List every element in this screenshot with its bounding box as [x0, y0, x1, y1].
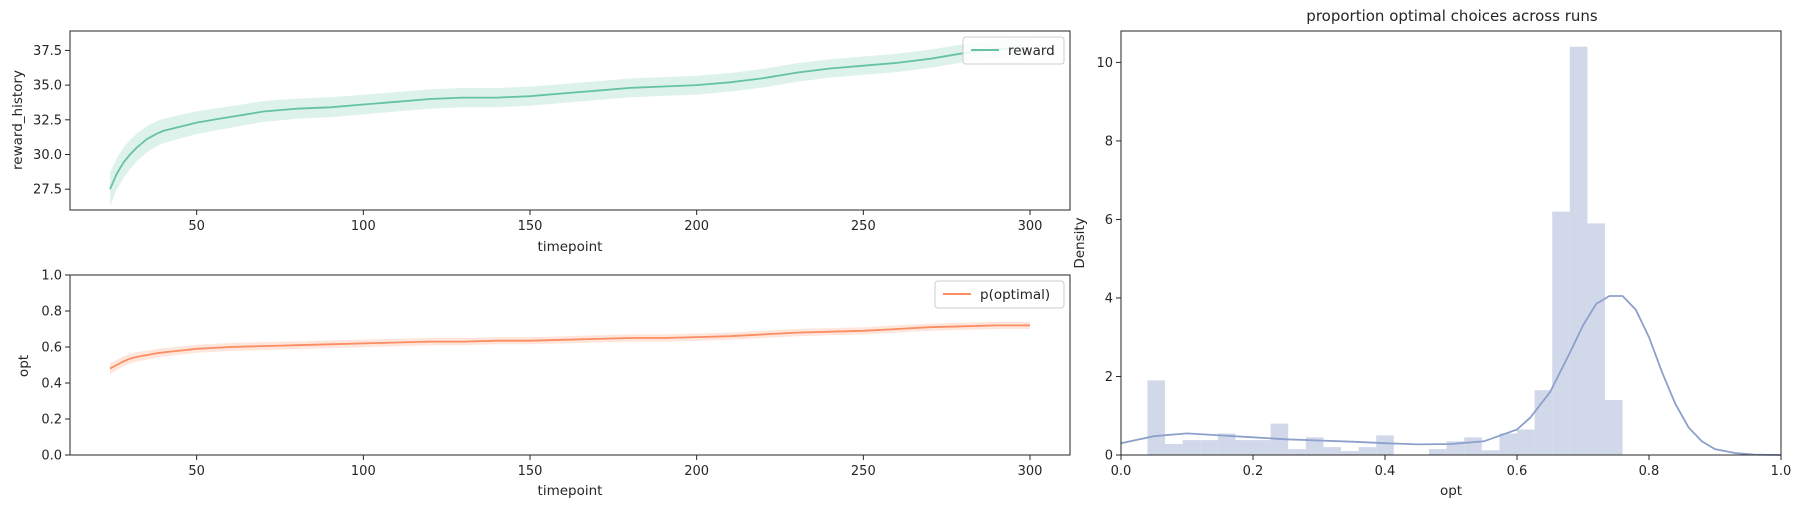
optimal-choices-histogram: proportion optimal choices across runs 0…	[1072, 7, 1791, 499]
histogram-y-tick-label: 2	[1105, 370, 1113, 385]
reward-x-ticks: 50 100 150 200 250 300	[188, 210, 1042, 234]
histogram-bar	[1341, 451, 1359, 455]
histogram-bar	[1605, 400, 1623, 455]
reward-axes-frame	[69, 30, 1071, 211]
histogram-bar	[1464, 437, 1482, 455]
opt-y-tick-label: 0.6	[41, 341, 62, 356]
kde-curve	[1120, 295, 1782, 456]
histogram-bar	[1517, 429, 1535, 455]
histogram-bar	[1376, 435, 1394, 455]
opt-series-line	[109, 324, 1030, 370]
opt-x-tick-label: 50	[188, 464, 205, 479]
opt-legend-label: p(optimal)	[980, 287, 1050, 303]
reward-x-tick-label: 300	[1018, 219, 1043, 234]
reward-x-tick-label: 200	[684, 219, 709, 234]
histogram-bar	[1358, 447, 1377, 455]
reward-y-tick-label: 27.5	[33, 183, 62, 198]
histogram-bar	[1288, 449, 1306, 455]
histogram-bar	[1305, 437, 1324, 455]
reward-y-ticks: 27.5 30.0 32.5 35.0 37.5	[33, 44, 70, 198]
opt-x-axis-label: timepoint	[538, 483, 603, 499]
opt-x-tick-label: 200	[684, 464, 709, 479]
histogram-bar	[1165, 444, 1183, 455]
reward-y-tick-label: 30.0	[33, 148, 62, 163]
reward-y-tick-label: 37.5	[33, 44, 62, 59]
histogram-y-tick-label: 6	[1105, 213, 1113, 228]
reward-history-plot: 50 100 150 200 250 300 27.5 30.0 32.5 35.0 37.5 t…	[10, 30, 1071, 255]
histogram-y-tick-label: 10	[1096, 56, 1113, 71]
histogram-bar	[1235, 440, 1253, 455]
opt-x-ticks: 50 100 150 200 250 300	[188, 455, 1042, 479]
reward-y-tick-label: 35.0	[33, 79, 62, 94]
opt-confidence-band	[110, 321, 1030, 374]
histogram-bar	[1323, 447, 1341, 455]
histogram-x-ticks: 0.0 0.2 0.4 0.6 0.8 1.0	[1111, 455, 1792, 479]
reward-y-axis-label: reward_history	[10, 70, 26, 170]
histogram-bar	[1429, 449, 1447, 455]
histogram-bar	[1253, 440, 1271, 455]
opt-plot-area	[109, 321, 1030, 374]
histogram-x-tick-label: 1.0	[1771, 464, 1792, 479]
histogram-y-tick-label: 4	[1105, 291, 1113, 306]
histogram-x-tick-label: 0.0	[1111, 464, 1132, 479]
opt-x-tick-label: 150	[518, 464, 543, 479]
opt-y-tick-label: 1.0	[41, 269, 62, 284]
opt-y-tick-label: 0.0	[41, 449, 62, 464]
reward-x-tick-label: 50	[188, 219, 205, 234]
reward-legend: reward	[962, 36, 1065, 65]
histogram-title: proportion optimal choices across runs	[1306, 7, 1598, 25]
reward-x-tick-label: 150	[518, 219, 543, 234]
opt-x-tick-label: 300	[1018, 464, 1043, 479]
optimal-proportion-plot: 50 100 150 200 250 300 0.0 0.2 0.4 0.6 0.8 1.0 tim…	[16, 269, 1071, 499]
reward-x-tick-label: 100	[351, 219, 376, 234]
histogram-y-tick-label: 8	[1105, 134, 1113, 149]
reward-series-line	[109, 46, 1031, 190]
reward-legend-label: reward	[1008, 43, 1055, 59]
opt-x-tick-label: 250	[851, 464, 876, 479]
reward-legend-box	[962, 36, 1065, 65]
histogram-y-axis-label: Density	[1072, 217, 1088, 268]
opt-legend: p(optimal)	[934, 280, 1065, 309]
histogram-x-tick-label: 0.4	[1375, 464, 1396, 479]
reward-x-axis-label: timepoint	[538, 239, 603, 255]
reward-x-tick-label: 250	[851, 219, 876, 234]
opt-y-ticks: 0.0 0.2 0.4 0.6 0.8 1.0	[41, 269, 70, 464]
histogram-bar	[1147, 380, 1165, 455]
histogram-y-ticks: 0 2 4 6 8 10	[1096, 56, 1121, 464]
opt-y-tick-label: 0.4	[41, 377, 62, 392]
histogram-bar	[1569, 46, 1588, 455]
histogram-x-tick-label: 0.8	[1639, 464, 1660, 479]
histogram-x-tick-label: 0.6	[1507, 464, 1528, 479]
histogram-bar	[1481, 450, 1500, 455]
histogram-bar	[1499, 433, 1517, 455]
histogram-bar	[1200, 440, 1218, 455]
histogram-bar	[1587, 223, 1605, 455]
reward-y-tick-label: 32.5	[33, 113, 62, 128]
histogram-bar	[1552, 211, 1570, 455]
histogram-plot-area	[1120, 46, 1782, 456]
reward-confidence-band	[110, 38, 1030, 206]
histogram-x-tick-label: 0.2	[1243, 464, 1264, 479]
opt-y-axis-label: opt	[16, 355, 32, 377]
opt-y-tick-label: 0.2	[41, 413, 62, 428]
opt-x-tick-label: 100	[351, 464, 376, 479]
histogram-bar	[1217, 433, 1236, 455]
opt-y-tick-label: 0.8	[41, 305, 62, 320]
histogram-x-axis-label: opt	[1440, 483, 1462, 499]
histogram-y-tick-label: 0	[1105, 449, 1113, 464]
opt-legend-box	[934, 280, 1065, 309]
histogram-axes-frame	[1120, 30, 1782, 456]
histogram-bar	[1182, 440, 1201, 455]
opt-axes-frame	[69, 274, 1071, 456]
reward-plot-area	[109, 38, 1031, 206]
